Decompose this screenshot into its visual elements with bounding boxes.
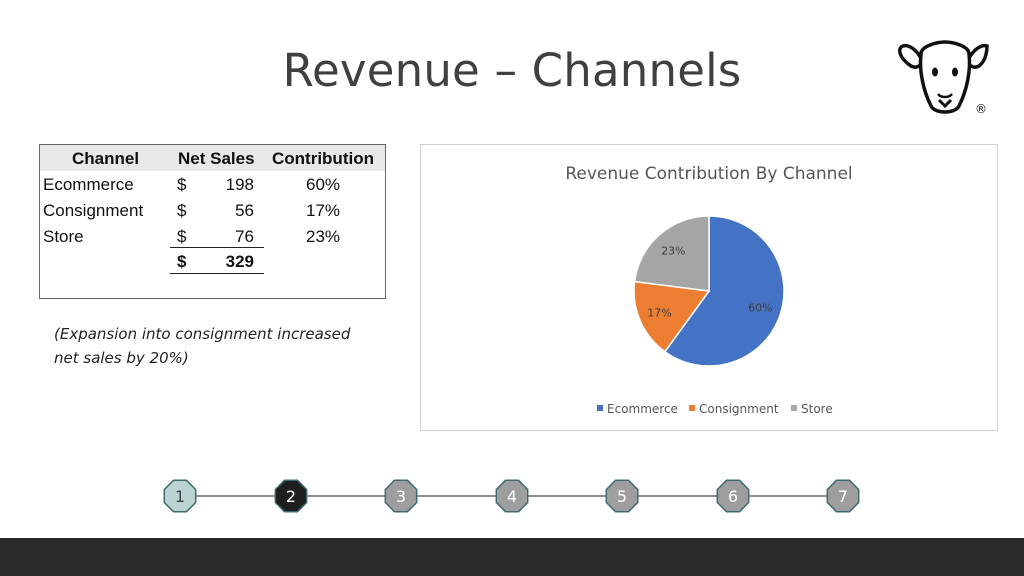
pager-page-6[interactable]: 6 <box>716 479 750 513</box>
pager-page-label: 1 <box>175 487 185 506</box>
row-net-sales: 198 <box>225 175 254 194</box>
row-currency: $ <box>177 227 187 246</box>
slide-title: Revenue – Channels <box>282 44 742 97</box>
pager-page-1[interactable]: 1 <box>163 479 197 513</box>
net-sales-table: Channel Net Sales Contribution Ecommerce… <box>39 144 386 299</box>
header-net-sales: Net Sales <box>178 149 255 168</box>
pie-data-label: 60% <box>748 302 772 315</box>
pager-page-label: 5 <box>617 487 627 506</box>
table-header-row <box>40 145 385 171</box>
legend-swatch <box>597 405 603 411</box>
row-net-sales: 76 <box>235 227 254 246</box>
legend-swatch <box>791 405 797 411</box>
total-currency: $ <box>177 252 187 271</box>
pie-chart-panel: Revenue Contribution By Channel 60% 17% 23… <box>420 144 998 431</box>
note-line-2: net sales by 20%) <box>54 349 189 367</box>
row-contribution: 17% <box>306 201 341 220</box>
pager-page-4[interactable]: 4 <box>495 479 529 513</box>
legend-entry-consignment: Consignment <box>699 402 779 416</box>
pager-page-label: 7 <box>838 487 848 506</box>
pager-page-label: 2 <box>286 487 296 506</box>
pie-data-label: 23% <box>661 244 685 257</box>
header-contribution: Contribution <box>272 149 374 168</box>
total-rule <box>170 273 264 274</box>
note-line-1: (Expansion into consignment increased <box>54 325 351 343</box>
slide-pager: 1 2 3 4 5 6 7 <box>0 474 1024 520</box>
row-contribution: 23% <box>306 227 341 246</box>
pie-slice-consignment <box>633 280 711 353</box>
pager-page-5[interactable]: 5 <box>605 479 639 513</box>
legend-entry-store: Store <box>801 402 833 416</box>
row-currency: $ <box>177 175 187 194</box>
legend-swatch <box>689 405 695 411</box>
pie-data-label: 17% <box>647 306 671 319</box>
subtotal-rule <box>170 247 264 248</box>
row-channel: Store <box>43 227 84 246</box>
pie-chart: Revenue Contribution By Channel 60% 17% 23… <box>565 164 852 416</box>
header-channel: Channel <box>72 149 140 168</box>
pie-slice-store <box>633 215 710 292</box>
pager-page-3[interactable]: 3 <box>384 479 418 513</box>
pager-page-7[interactable]: 7 <box>826 479 860 513</box>
footer-bar <box>0 538 1024 576</box>
registered-mark: ® <box>975 102 987 116</box>
sheep-head-logo-icon: ® <box>895 36 995 120</box>
pager-page-label: 6 <box>728 487 738 506</box>
total-net-sales: 329 <box>225 252 254 271</box>
consignment-note: (Expansion into consignment increased ne… <box>54 322 364 370</box>
row-net-sales: 56 <box>235 201 254 220</box>
chart-title: Revenue Contribution By Channel <box>565 164 852 184</box>
pager-page-label: 4 <box>507 487 517 506</box>
legend-entry-ecommerce: Ecommerce <box>607 402 678 416</box>
row-contribution: 60% <box>306 175 341 194</box>
pager-page-label: 3 <box>396 487 406 506</box>
pager-page-2[interactable]: 2 <box>274 479 308 513</box>
row-currency: $ <box>177 201 187 220</box>
row-channel: Consignment <box>43 201 144 220</box>
row-channel: Ecommerce <box>43 175 134 194</box>
pie-slice-ecommerce <box>663 215 785 367</box>
